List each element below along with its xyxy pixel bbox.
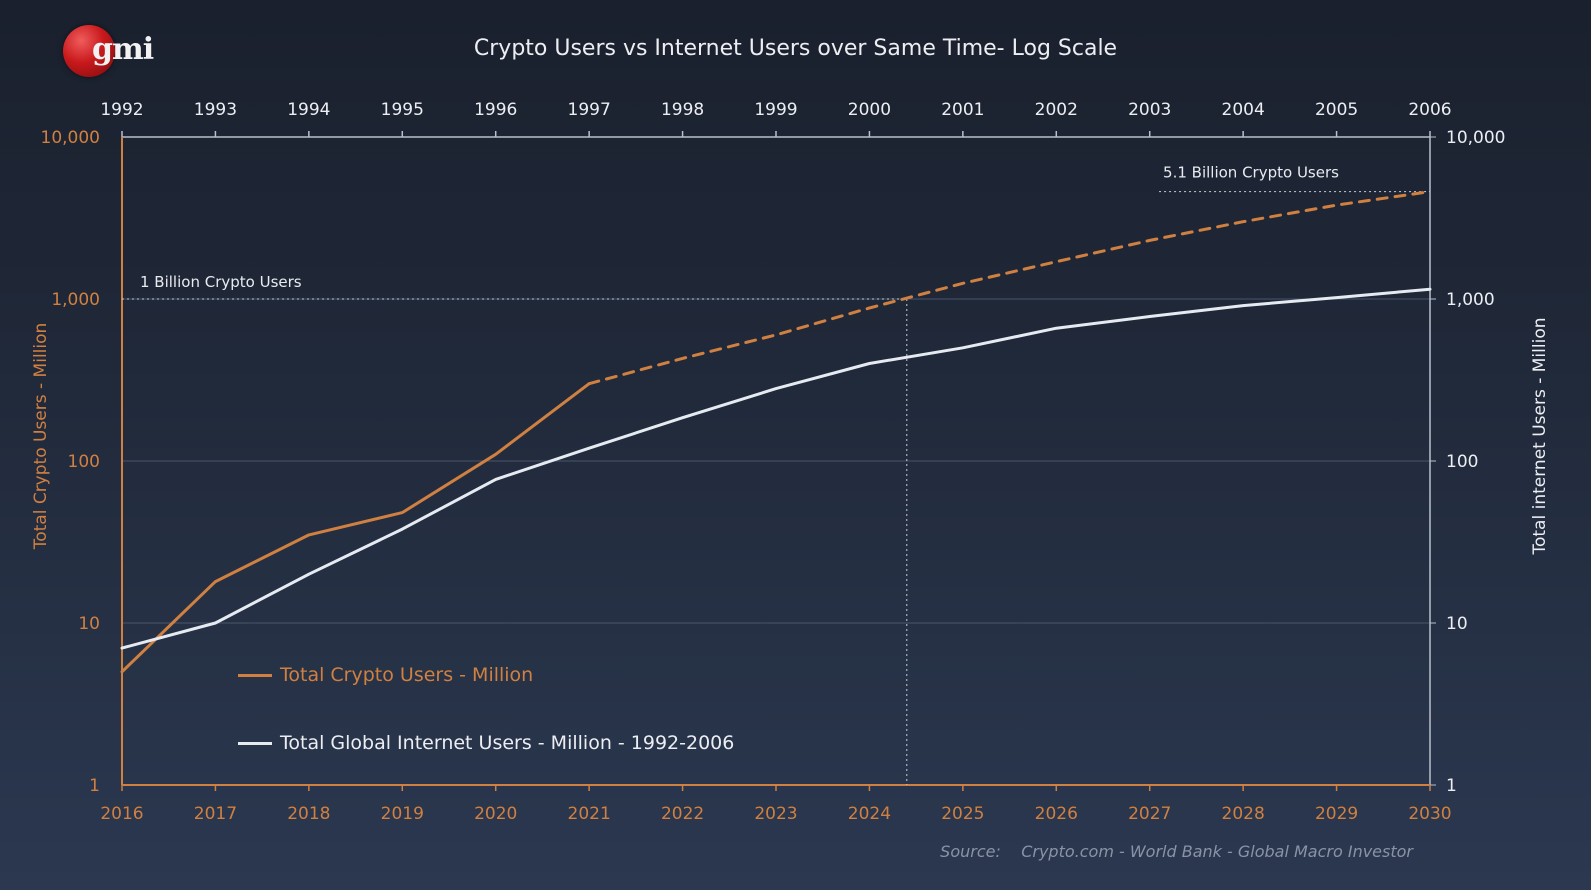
x-tick-label-top: 2000: [848, 100, 891, 120]
x-tick-label-top: 1999: [754, 100, 797, 120]
x-tick-label-top: 1994: [287, 100, 330, 120]
x-tick-label-bottom: 2017: [194, 804, 237, 824]
x-tick-label-bottom: 2026: [1035, 804, 1078, 824]
legend-item-internet: Total Global Internet Users - Million - …: [238, 732, 734, 754]
x-tick-label-bottom: 2020: [474, 804, 517, 824]
x-tick-label-bottom: 2021: [568, 804, 611, 824]
y-tick-label-left: 10,000: [41, 128, 100, 148]
x-tick-label-top: 2003: [1128, 100, 1171, 120]
x-tick-label-bottom: 2025: [941, 804, 984, 824]
y-tick-label-right: 1: [1446, 776, 1457, 796]
x-tick-label-bottom: 2024: [848, 804, 891, 824]
source-note: Source: Crypto.com - World Bank - Global…: [940, 842, 1413, 861]
y-tick-label-left: 10: [78, 614, 100, 634]
series-line-crypto: [120, 382, 591, 674]
x-tick-label-top: 1997: [568, 100, 611, 120]
logo-text: gmi: [92, 32, 154, 67]
y-tick-label-left: 1: [89, 776, 100, 796]
y-tick-label-left: 1,000: [51, 290, 100, 310]
x-tick-label-bottom: 2029: [1315, 804, 1358, 824]
y-tick-label-right: 10: [1446, 614, 1468, 634]
x-tick-label-top: 2004: [1222, 100, 1265, 120]
y-tick-label-left: 100: [68, 452, 100, 472]
y-tick-label-right: 1,000: [1446, 290, 1495, 310]
gmi-logo: gmi: [60, 22, 180, 82]
annotation-5-1-billion: 5.1 Billion Crypto Users: [1163, 164, 1339, 182]
legend-label-crypto: Total Crypto Users - Million: [280, 664, 534, 686]
legend-item-crypto: Total Crypto Users - Million: [238, 664, 533, 686]
x-tick-label-top: 2002: [1035, 100, 1078, 120]
legend-label-internet: Total Global Internet Users - Million - …: [280, 732, 735, 754]
legend-swatch-internet: [238, 742, 272, 745]
x-tick-label-top: 2001: [941, 100, 984, 120]
x-tick-label-top: 1998: [661, 100, 704, 120]
x-tick-label-bottom: 2022: [661, 804, 704, 824]
x-tick-label-bottom: 2023: [754, 804, 797, 824]
x-tick-label-top: 1992: [100, 100, 143, 120]
x-tick-label-top: 2006: [1408, 100, 1451, 120]
x-tick-label-bottom: 2016: [100, 804, 143, 824]
annotation-1-billion: 1 Billion Crypto Users: [140, 273, 302, 291]
y-axis-title-left: Total Crypto Users - Million: [31, 323, 51, 551]
x-tick-label-bottom: 2027: [1128, 804, 1171, 824]
legend-swatch-crypto: [238, 674, 272, 677]
y-tick-label-right: 10,000: [1446, 128, 1505, 148]
x-tick-label-bottom: 2028: [1222, 804, 1265, 824]
series-line-internet: [120, 287, 1432, 650]
logo-red-sphere: [63, 25, 115, 77]
y-axis-title-right: Total internet Users - Million: [1530, 317, 1550, 555]
x-tick-label-top: 1993: [194, 100, 237, 120]
x-tick-label-bottom: 2019: [381, 804, 424, 824]
x-tick-label-top: 1995: [381, 100, 424, 120]
x-tick-label-bottom: 2018: [287, 804, 330, 824]
chart-title: Crypto Users vs Internet Users over Same…: [473, 36, 1118, 61]
x-tick-label-top: 2005: [1315, 100, 1358, 120]
x-tick-label-top: 1996: [474, 100, 517, 120]
series-line-crypto-projection: [587, 190, 1432, 386]
y-tick-label-right: 100: [1446, 452, 1478, 472]
x-tick-label-bottom: 2030: [1408, 804, 1451, 824]
